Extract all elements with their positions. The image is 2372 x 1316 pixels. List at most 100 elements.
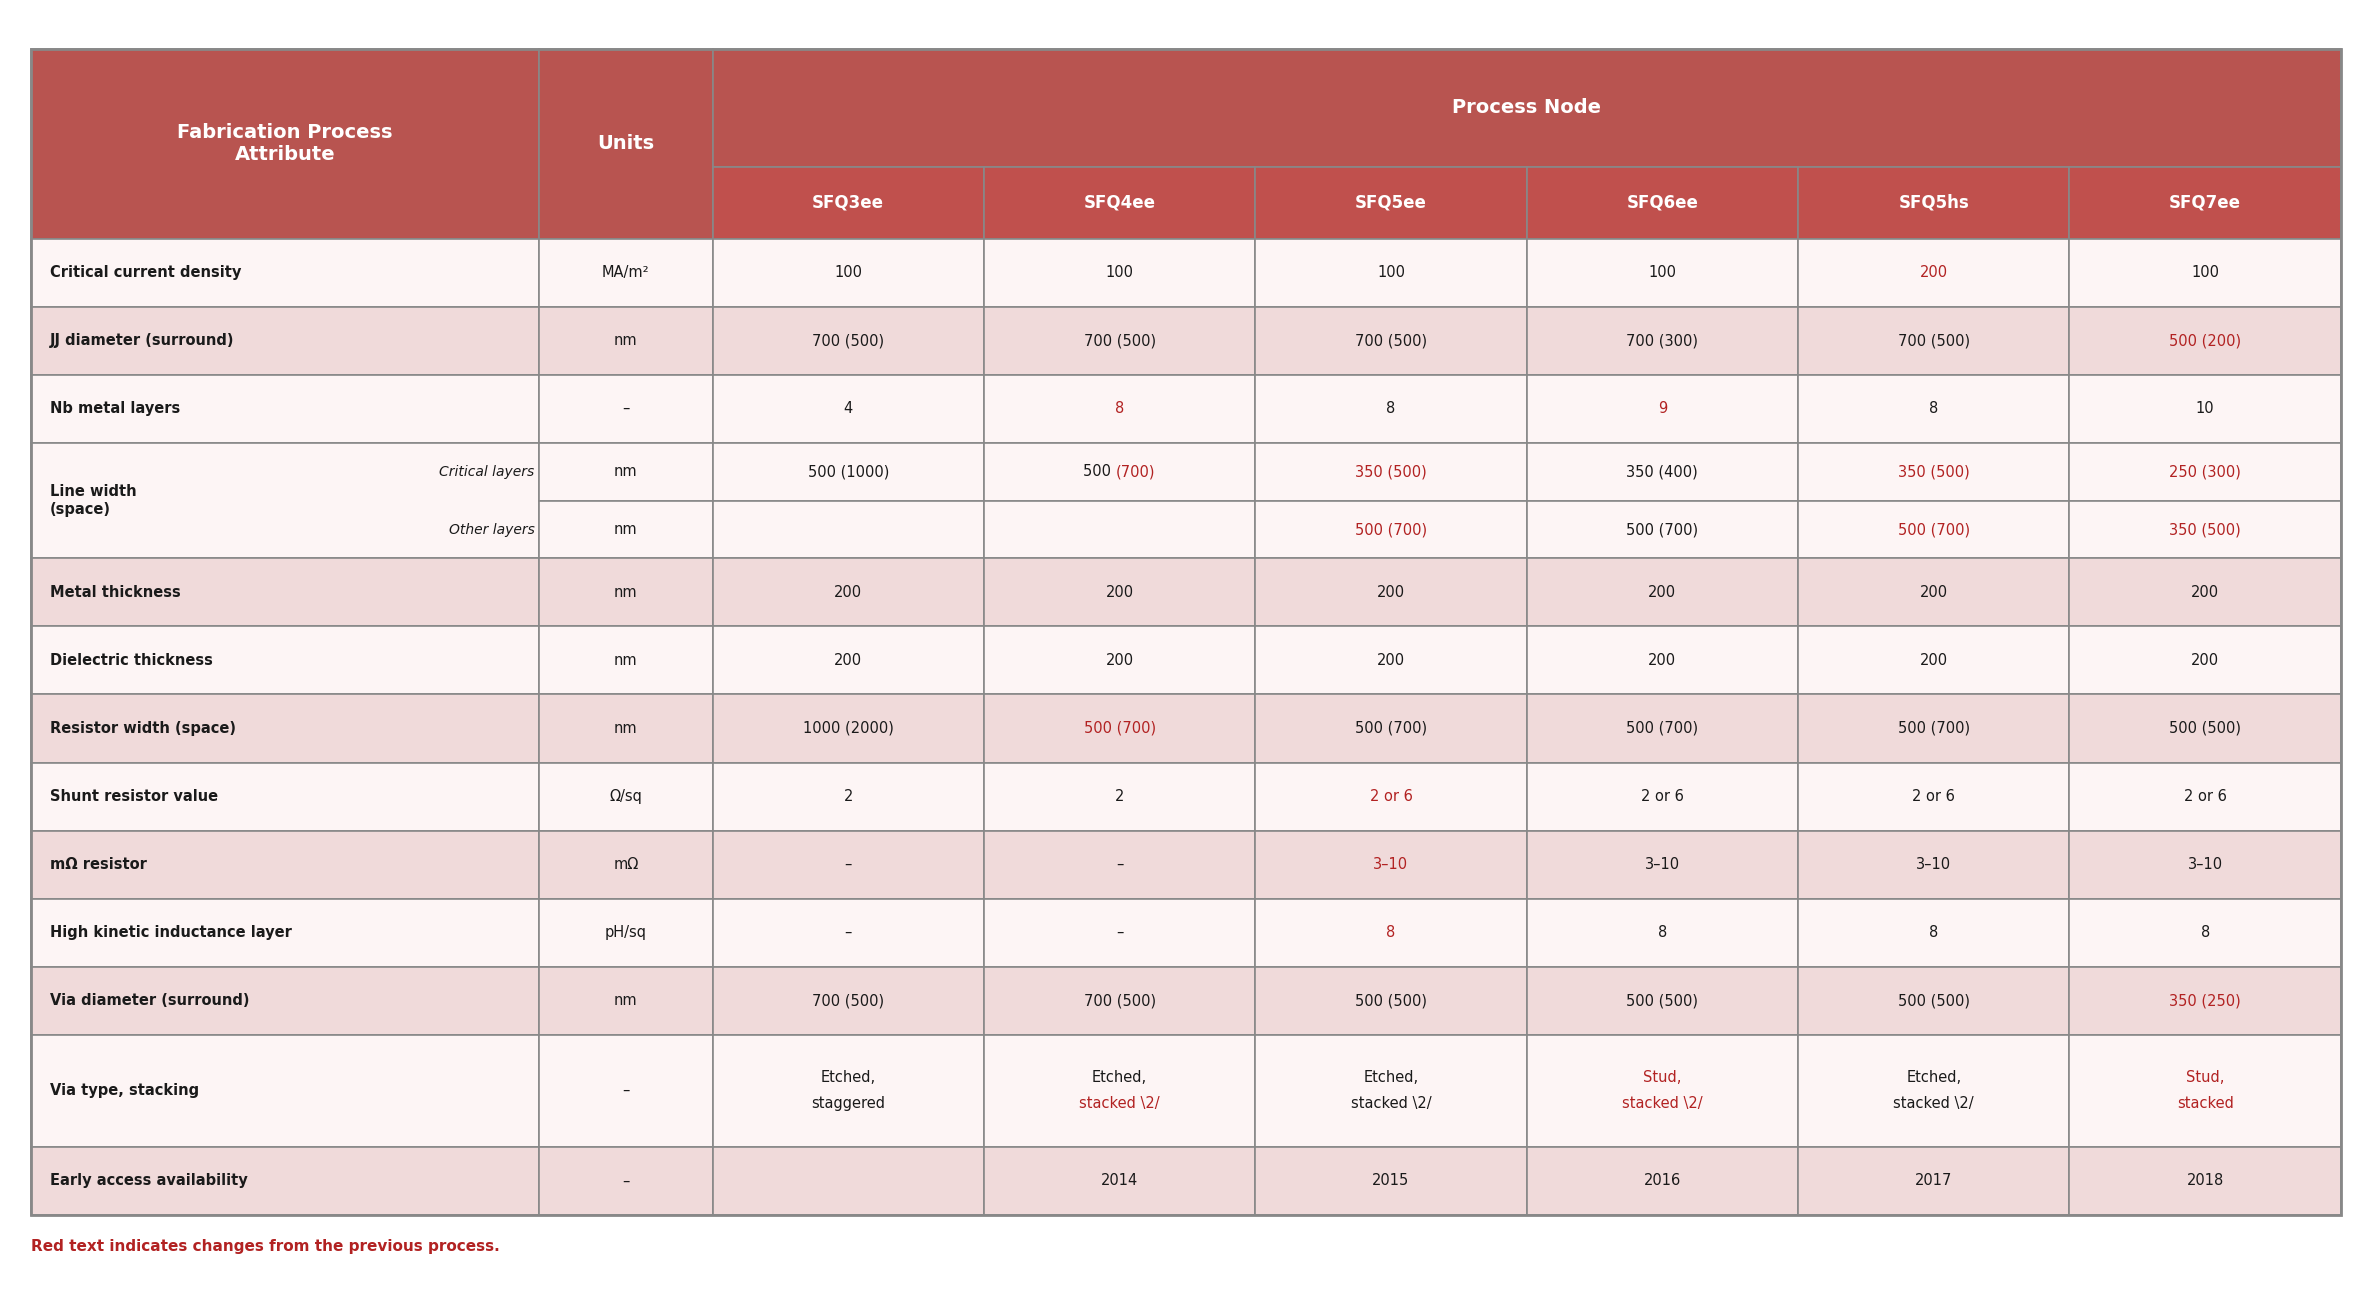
Bar xyxy=(31,762,538,830)
Bar xyxy=(538,967,712,1034)
Bar xyxy=(984,1034,1255,1148)
Text: 2014: 2014 xyxy=(1101,1174,1139,1188)
Bar xyxy=(1255,500,1528,558)
Text: stacked: stacked xyxy=(2177,1096,2234,1112)
Bar xyxy=(1798,899,2068,967)
Text: stacked \2/: stacked \2/ xyxy=(1893,1096,1974,1112)
Text: 2 or 6: 2 or 6 xyxy=(1369,790,1411,804)
Text: 500 (700): 500 (700) xyxy=(1084,721,1155,736)
Bar xyxy=(2068,1034,2341,1148)
Text: –: – xyxy=(844,857,852,873)
Bar xyxy=(1528,1034,1798,1148)
Text: Ω/sq: Ω/sq xyxy=(610,790,643,804)
Text: mΩ resistor: mΩ resistor xyxy=(50,857,147,873)
Text: 500 (700): 500 (700) xyxy=(1354,721,1428,736)
Bar xyxy=(31,1148,538,1215)
Bar xyxy=(712,1148,984,1215)
Text: 500 (700): 500 (700) xyxy=(1627,721,1698,736)
Text: SFQ7ee: SFQ7ee xyxy=(2168,193,2242,212)
Bar xyxy=(712,500,984,558)
Bar xyxy=(1798,238,2068,307)
Text: mΩ: mΩ xyxy=(614,857,638,873)
Text: Metal thickness: Metal thickness xyxy=(50,584,180,600)
Text: JJ diameter (surround): JJ diameter (surround) xyxy=(50,333,235,349)
Bar xyxy=(1255,375,1528,442)
Bar xyxy=(984,238,1255,307)
Bar xyxy=(1255,695,1528,762)
Bar xyxy=(984,307,1255,375)
Text: 8: 8 xyxy=(1928,925,1938,940)
Bar xyxy=(1255,442,1528,500)
Bar xyxy=(1798,1034,2068,1148)
Text: Critical layers: Critical layers xyxy=(439,465,534,479)
Text: 2016: 2016 xyxy=(1644,1174,1682,1188)
Bar xyxy=(1255,307,1528,375)
Bar xyxy=(31,49,2341,1215)
Bar xyxy=(1798,307,2068,375)
Bar xyxy=(712,830,984,899)
Text: 2 or 6: 2 or 6 xyxy=(1912,790,1955,804)
Text: SFQ3ee: SFQ3ee xyxy=(811,193,885,212)
Text: 200: 200 xyxy=(1376,584,1404,600)
Text: MA/m²: MA/m² xyxy=(602,266,650,280)
Bar xyxy=(984,695,1255,762)
Bar xyxy=(538,558,712,626)
Bar xyxy=(984,762,1255,830)
Bar xyxy=(1528,375,1798,442)
Text: 200: 200 xyxy=(2192,584,2220,600)
Text: Process Node: Process Node xyxy=(1452,99,1601,117)
Text: 200: 200 xyxy=(1649,584,1677,600)
Bar xyxy=(538,899,712,967)
Bar xyxy=(712,626,984,695)
Text: 200: 200 xyxy=(1919,653,1947,669)
Bar xyxy=(1798,830,2068,899)
Bar xyxy=(984,442,1255,500)
Text: 10: 10 xyxy=(2196,401,2215,416)
Bar xyxy=(538,1034,712,1148)
Text: 350 (400): 350 (400) xyxy=(1627,465,1698,479)
Text: Red text indicates changes from the previous process.: Red text indicates changes from the prev… xyxy=(31,1238,500,1254)
Text: 8: 8 xyxy=(1928,401,1938,416)
Bar xyxy=(31,558,538,626)
Bar xyxy=(1528,695,1798,762)
Text: SFQ5ee: SFQ5ee xyxy=(1354,193,1428,212)
Text: 700 (500): 700 (500) xyxy=(1354,333,1428,349)
Bar xyxy=(1528,1148,1798,1215)
Text: 2015: 2015 xyxy=(1373,1174,1409,1188)
Text: SFQ6ee: SFQ6ee xyxy=(1627,193,1698,212)
Text: 500 (700): 500 (700) xyxy=(1354,522,1428,537)
Text: staggered: staggered xyxy=(811,1096,885,1112)
Text: Nb metal layers: Nb metal layers xyxy=(50,401,180,416)
Text: 100: 100 xyxy=(1649,266,1677,280)
Text: 8: 8 xyxy=(2201,925,2211,940)
Bar xyxy=(2068,1148,2341,1215)
Text: 350 (500): 350 (500) xyxy=(2170,522,2242,537)
Text: (700): (700) xyxy=(1115,465,1155,479)
Text: 500 (1000): 500 (1000) xyxy=(806,465,890,479)
Bar xyxy=(31,830,538,899)
Text: Units: Units xyxy=(598,134,655,153)
Text: 200: 200 xyxy=(1919,266,1947,280)
Text: 700 (500): 700 (500) xyxy=(1084,994,1155,1008)
Bar xyxy=(2068,375,2341,442)
Bar xyxy=(1528,830,1798,899)
Bar xyxy=(712,1034,984,1148)
Bar xyxy=(2068,167,2341,238)
Bar xyxy=(1528,307,1798,375)
Text: 2017: 2017 xyxy=(1914,1174,1952,1188)
Text: Other layers: Other layers xyxy=(448,522,534,537)
Bar xyxy=(712,899,984,967)
Bar xyxy=(712,49,2341,167)
Text: 2018: 2018 xyxy=(2187,1174,2225,1188)
Bar xyxy=(538,375,712,442)
Text: Stud,: Stud, xyxy=(2187,1070,2225,1086)
Bar xyxy=(712,307,984,375)
Text: Dielectric thickness: Dielectric thickness xyxy=(50,653,213,669)
Text: 500 (500): 500 (500) xyxy=(1898,994,1969,1008)
Bar xyxy=(1255,558,1528,626)
Text: Etched,: Etched, xyxy=(821,1070,875,1086)
Text: Resistor width (space): Resistor width (space) xyxy=(50,721,237,736)
Bar xyxy=(31,695,538,762)
Text: 9: 9 xyxy=(1658,401,1668,416)
Text: 250 (300): 250 (300) xyxy=(2170,465,2242,479)
